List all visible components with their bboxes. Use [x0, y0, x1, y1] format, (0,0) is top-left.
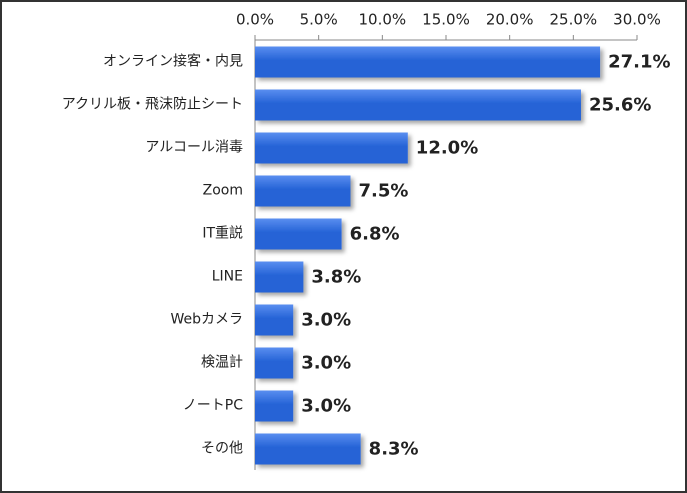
value-label: 7.5%: [359, 181, 409, 202]
y-tick-label: その他: [201, 441, 243, 457]
y-tick-label: オンライン接客・内見: [103, 53, 243, 70]
y-tick-label: 検温計: [201, 355, 243, 371]
x-tick-label: 5.0%: [300, 11, 338, 29]
y-tick-label: IT重説: [202, 226, 243, 242]
y-tick-label: アクリル板・飛沫防止シート: [62, 97, 243, 113]
value-label: 8.3%: [369, 439, 419, 460]
bar: [255, 390, 294, 422]
x-tick-label: 15.0%: [422, 11, 470, 29]
bar: [255, 347, 294, 379]
x-tick-label: 25.0%: [550, 11, 598, 29]
y-tick-label: ノートPC: [183, 398, 243, 414]
bar: [255, 218, 342, 250]
x-tick-label: 30.0%: [613, 11, 661, 29]
value-label: 27.1%: [608, 52, 670, 73]
y-tick-label: Webカメラ: [170, 312, 243, 328]
value-label: 12.0%: [416, 138, 478, 159]
bar: [255, 46, 601, 78]
bar: [255, 304, 294, 336]
bar: [255, 261, 304, 293]
value-label: 3.0%: [301, 353, 351, 374]
x-tick-label: 0.0%: [236, 11, 274, 29]
y-tick-label: LINE: [212, 269, 243, 285]
bar: [255, 175, 351, 207]
y-tick-label: Zoom: [203, 183, 243, 199]
bar: [255, 433, 361, 465]
value-label: 3.0%: [301, 396, 351, 417]
value-label: 3.8%: [311, 267, 361, 288]
y-tick-label: アルコール消毒: [145, 140, 243, 156]
bar: [255, 89, 581, 121]
value-label: 3.0%: [301, 310, 351, 331]
value-label: 25.6%: [589, 95, 651, 116]
value-label: 6.8%: [350, 224, 400, 245]
x-tick-label: 10.0%: [359, 11, 407, 29]
bar: [255, 132, 408, 164]
x-tick-label: 20.0%: [486, 11, 534, 29]
